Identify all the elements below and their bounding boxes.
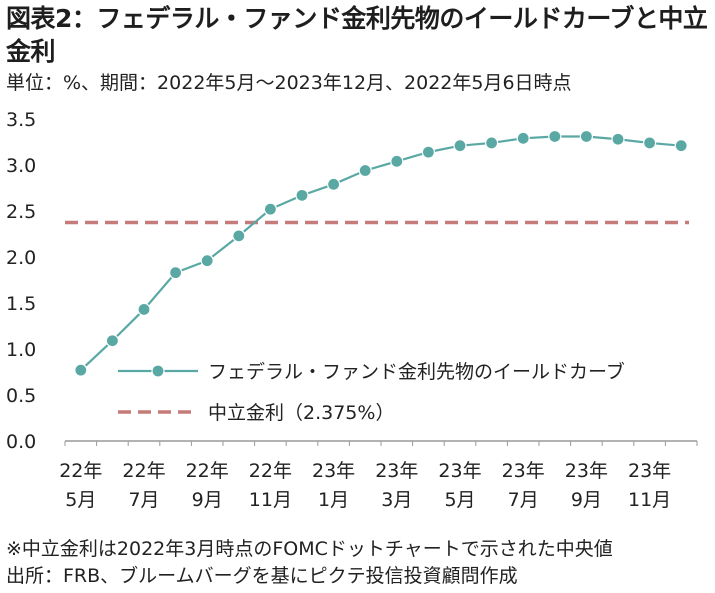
data-point — [137, 302, 151, 317]
x-tick-month: 5月 — [65, 489, 96, 511]
x-tick-year: 22年 — [122, 460, 165, 482]
axes — [64, 440, 698, 446]
legend-curve-marker — [151, 364, 165, 378]
x-tick-year: 23年 — [438, 460, 481, 482]
legend-label-neutral: 中立金利（2.375%） — [208, 402, 394, 424]
x-tick-year: 23年 — [628, 460, 671, 482]
data-point — [232, 229, 246, 243]
x-tick-month: 9月 — [571, 489, 602, 511]
x-tick-month: 5月 — [444, 489, 475, 511]
x-tick-month: 7月 — [508, 489, 539, 511]
data-point — [74, 363, 88, 377]
x-tick-year: 23年 — [312, 460, 355, 482]
data-point — [674, 139, 688, 153]
x-tick-year: 23年 — [565, 460, 608, 482]
data-point — [200, 254, 214, 268]
data-point — [105, 334, 120, 348]
y-tick-label: 1.5 — [6, 293, 36, 315]
chart-subtitle: 単位：%、期間：2022年5月～2023年12月、2022年5月6日時点 — [6, 72, 572, 94]
y-tick-label: 0.5 — [6, 385, 36, 407]
data-point — [358, 163, 372, 178]
data-point — [421, 145, 435, 159]
data-point — [611, 132, 625, 146]
data-point — [516, 131, 530, 145]
x-tick-month: 9月 — [192, 489, 223, 511]
x-tick-month: 7月 — [128, 489, 159, 511]
source-note: 出所：FRB、ブルームバーグを基にピクテ投信投資顧問作成 — [6, 565, 518, 587]
x-tick-month: 1月 — [318, 489, 349, 511]
x-tick-month: 11月 — [628, 489, 671, 511]
chart-title: 図表2：フェデラル・ファンド金利先物のイールドカーブと中立金利 — [6, 4, 708, 66]
x-tick-year: 23年 — [375, 460, 418, 482]
x-tick-month: 3月 — [381, 489, 412, 511]
y-tick-label: 2.5 — [6, 201, 36, 223]
data-point — [485, 136, 499, 150]
x-tick-year: 22年 — [186, 460, 229, 482]
x-axis-ticks: 22年 5月 22年 7月 22年 9月 22年 11月 23年 1月 23年 3月 23年 5月 23年 7… — [59, 460, 671, 511]
data-point — [390, 154, 404, 168]
y-axis-ticks: 0.0 0.5 1.0 1.5 2.0 2.5 3.0 3.5 — [6, 109, 36, 453]
data-point — [263, 202, 277, 216]
data-point — [295, 188, 309, 202]
data-point — [548, 129, 562, 144]
data-point — [642, 136, 657, 150]
y-tick-label: 3.5 — [6, 109, 36, 131]
data-point — [453, 139, 467, 153]
yield-curve-series — [74, 129, 688, 377]
y-tick-label: 3.0 — [6, 155, 36, 177]
footnote: ※中立金利は2022年3月時点のFOMCドットチャートで示された中央値 — [6, 538, 613, 560]
y-tick-label: 0.0 — [6, 431, 36, 453]
data-point — [579, 129, 594, 144]
x-tick-month: 11月 — [249, 489, 292, 511]
x-tick-year: 23年 — [502, 460, 545, 482]
yield-curve-line — [80, 135, 682, 371]
x-tick-year: 22年 — [249, 460, 292, 482]
data-point — [327, 177, 341, 191]
legend-label-curve: フェデラル・ファンド金利先物のイールドカーブ — [208, 360, 625, 383]
y-tick-label: 2.0 — [6, 247, 36, 269]
data-point — [169, 266, 183, 280]
x-tick-year: 22年 — [59, 460, 102, 482]
y-tick-label: 1.0 — [6, 339, 36, 361]
